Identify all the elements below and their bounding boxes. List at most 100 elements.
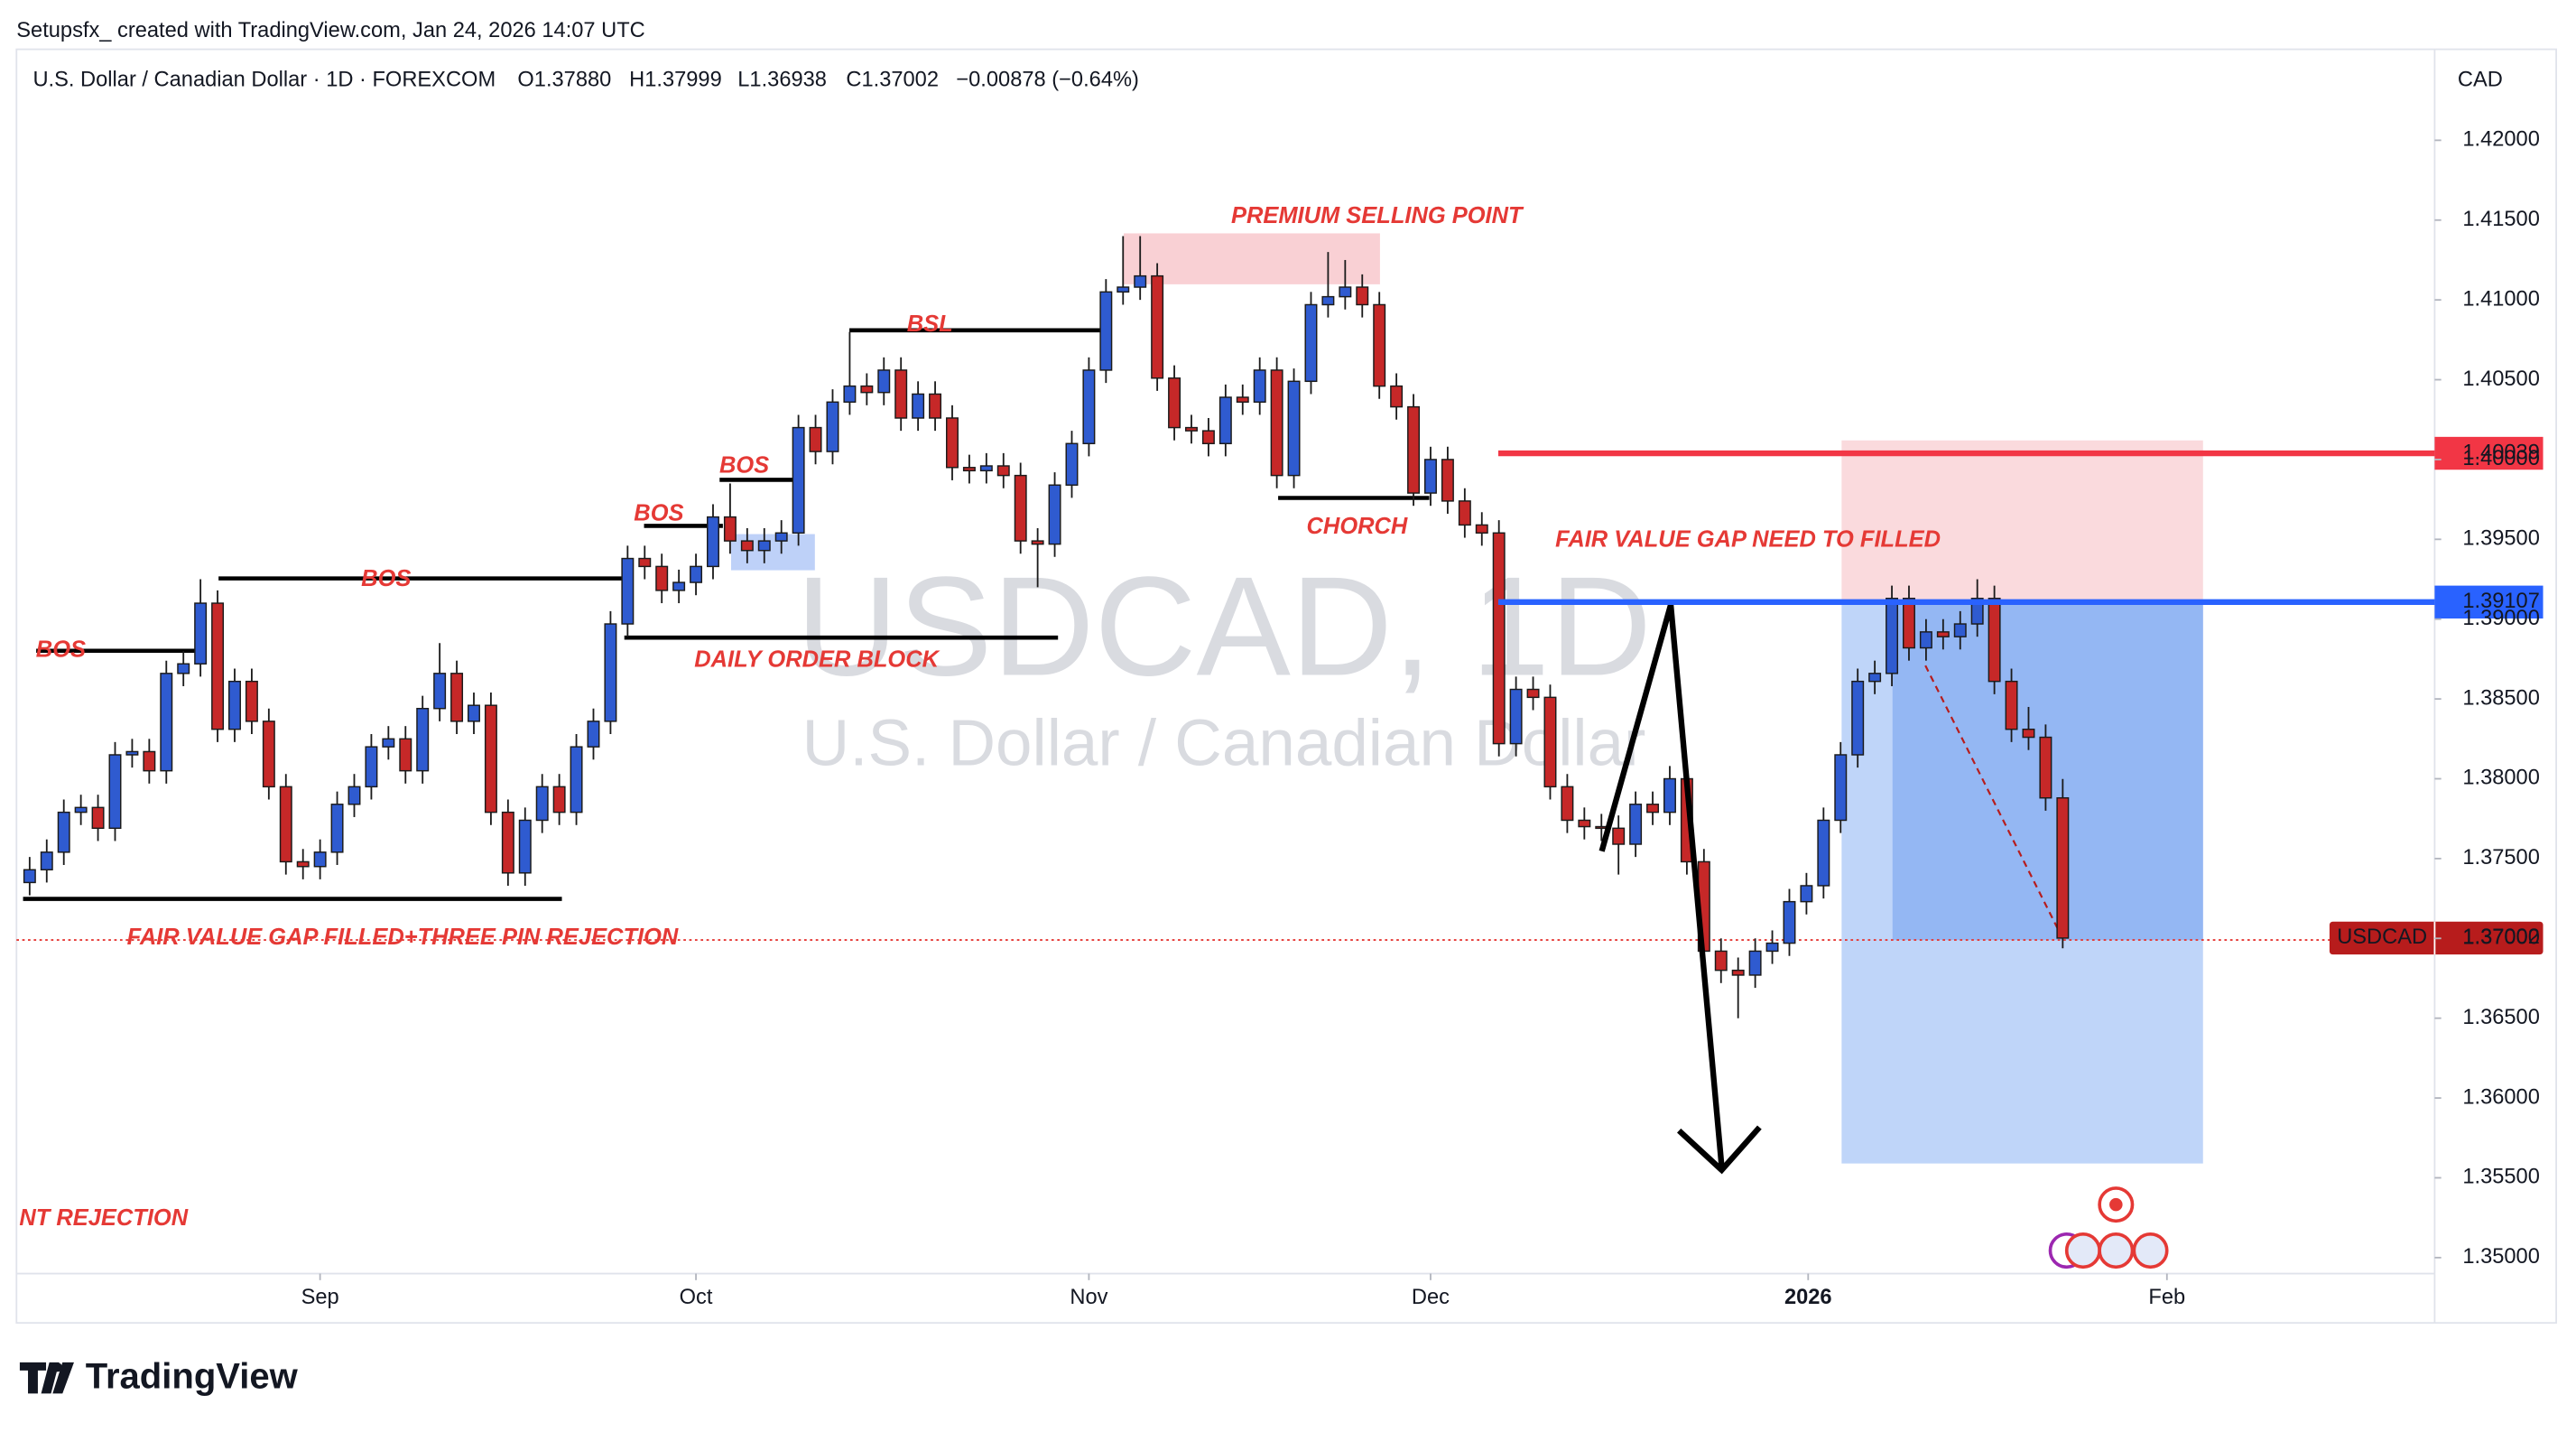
candle-body xyxy=(1407,405,1421,494)
y-tick-label: 1.39000 xyxy=(2462,607,2540,630)
candle-body xyxy=(1646,804,1660,814)
annotation: DAILY ORDER BLOCK xyxy=(694,646,940,672)
candle-body xyxy=(1134,274,1147,288)
candle-body xyxy=(1321,295,1335,306)
candle-body xyxy=(262,721,275,788)
y-tick-label: 1.41500 xyxy=(2462,208,2540,231)
candle-body xyxy=(946,417,959,469)
candle-body xyxy=(1765,942,1779,953)
candle-body xyxy=(570,746,583,814)
y-tick-label: 1.39500 xyxy=(2462,527,2540,551)
candle-body xyxy=(1201,430,1215,444)
annotation: BOS xyxy=(634,500,683,525)
event-icon xyxy=(2064,1232,2101,1269)
level-label-box xyxy=(2434,436,2544,470)
candle-body xyxy=(757,540,771,552)
candle-body xyxy=(1219,396,1232,444)
candle-body xyxy=(160,673,173,772)
candle-body xyxy=(1800,885,1813,903)
annotation: PREMIUM SELLING POINT xyxy=(1231,203,1524,228)
event-icon-dot xyxy=(2109,1197,2123,1212)
candle-body xyxy=(655,565,669,591)
candle-body xyxy=(313,851,327,868)
candle-body xyxy=(433,673,447,710)
candle-body xyxy=(1868,673,1882,683)
annotation: BSL xyxy=(907,312,953,337)
candle-body xyxy=(996,465,1010,477)
candle-body xyxy=(1099,291,1113,371)
candle-body xyxy=(468,704,480,722)
x-tick-label: Nov xyxy=(1070,1286,1107,1309)
candle-body xyxy=(1031,540,1044,545)
ticker-label: USDCAD xyxy=(2337,925,2427,949)
candle-body xyxy=(809,426,822,452)
arrow-head xyxy=(1677,1125,1762,1175)
candle-body xyxy=(962,467,976,472)
annotation: FAIR VALUE GAP FILLED+THREE PIN REJECTIO… xyxy=(127,925,679,950)
candle-body xyxy=(2039,736,2052,799)
y-tick-label: 1.37000 xyxy=(2462,926,2540,950)
structure-lines xyxy=(23,328,1430,901)
candle-body xyxy=(1236,396,1249,404)
y-tick-label: 1.36500 xyxy=(2462,1006,2540,1029)
candles xyxy=(23,236,2070,1018)
watermark-title: USDCAD, 1D xyxy=(796,548,1652,706)
candle-body xyxy=(552,786,566,814)
logo: TradingView xyxy=(19,1357,299,1397)
order-block-zone xyxy=(730,534,815,571)
candle-body xyxy=(535,786,549,822)
candle-body xyxy=(1287,380,1301,477)
candle-body xyxy=(1953,623,1967,637)
candle-body xyxy=(450,673,464,722)
projection-line xyxy=(1924,665,2063,937)
candle-body xyxy=(740,540,754,552)
candle-body xyxy=(1731,969,1745,976)
candle-body xyxy=(1082,369,1096,444)
last-price-label: 1.37002 xyxy=(2462,925,2540,949)
candle-body xyxy=(1373,303,1386,387)
low-text: L1.36938 xyxy=(737,68,827,91)
event-icon xyxy=(2098,1232,2135,1269)
high-text: H1.37999 xyxy=(629,68,722,91)
annotation: CHORCH xyxy=(1307,514,1408,539)
x-tick-label: Oct xyxy=(680,1286,713,1309)
x-tick-label: Sep xyxy=(301,1286,339,1309)
candle-body xyxy=(382,738,395,748)
logo-mark xyxy=(52,1362,74,1394)
candle-body xyxy=(1612,827,1626,845)
candle-body xyxy=(774,532,788,542)
candle-body xyxy=(707,516,719,568)
candle-body xyxy=(518,819,532,874)
candle-body xyxy=(2022,728,2035,739)
candle-body xyxy=(501,811,514,874)
candle-body xyxy=(399,738,412,772)
candle-body xyxy=(177,663,190,674)
annotation: BOS xyxy=(719,453,769,479)
candle-body xyxy=(57,811,70,853)
candle-body xyxy=(1783,900,1796,944)
annotation: BOS xyxy=(36,637,86,662)
candle-body xyxy=(690,565,703,583)
y-tick-label: 1.38000 xyxy=(2462,767,2540,790)
candle-body xyxy=(672,581,686,591)
candle-body xyxy=(826,401,839,452)
candle-body xyxy=(912,393,925,419)
annotation: BOS xyxy=(361,566,411,591)
x-tick-label: Dec xyxy=(1412,1286,1450,1309)
legend: U.S. Dollar / Canadian Dollar · 1D · FOR… xyxy=(32,68,1138,91)
y-tick-label: 1.40000 xyxy=(2462,447,2540,470)
change-text: −0.00878 (−0.64%) xyxy=(956,68,1139,91)
candle-body xyxy=(1356,286,1369,306)
candle-body xyxy=(1578,819,1591,828)
candle-body xyxy=(1817,819,1830,887)
candle-body xyxy=(2005,680,2018,730)
candle-body xyxy=(1561,786,1574,822)
candle-body xyxy=(1065,442,1079,486)
candle-body xyxy=(1714,950,1728,972)
levels: 1.40039 1.39107 USDCAD 1.37002 xyxy=(1497,436,2544,955)
candle-body xyxy=(1253,369,1266,404)
candle-body xyxy=(1543,696,1557,788)
candle-body xyxy=(484,704,497,814)
candle-body xyxy=(1988,598,2001,683)
